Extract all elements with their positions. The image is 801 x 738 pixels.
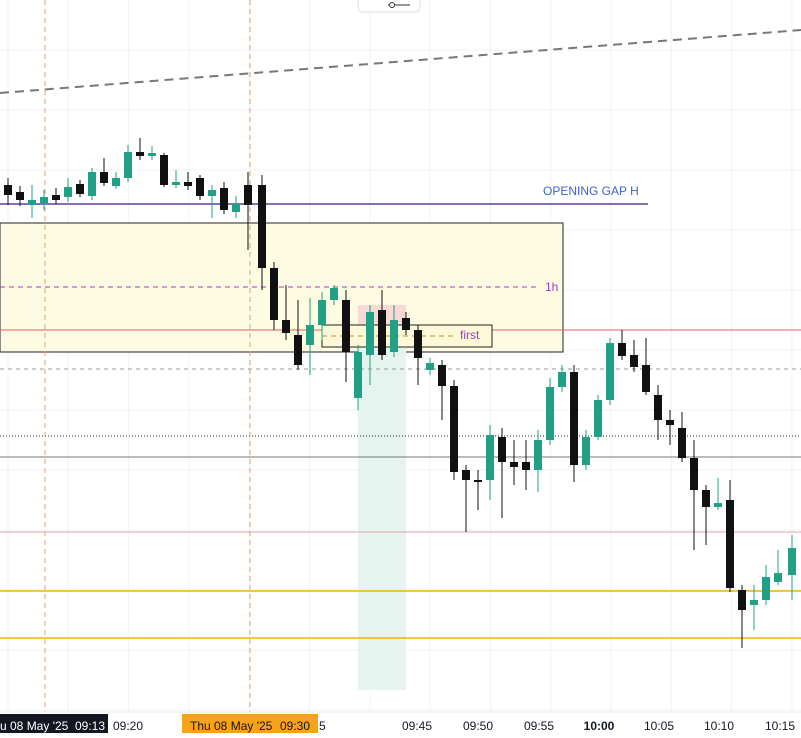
cursor-date: u 08 May '25	[0, 719, 69, 733]
candle-body	[630, 355, 638, 367]
candle-body	[306, 325, 314, 345]
candle-body	[124, 152, 132, 178]
candle-body	[510, 462, 518, 467]
candle-body	[678, 428, 686, 458]
opening-gap-label: OPENING GAP H	[543, 184, 639, 198]
candle-body	[726, 500, 734, 588]
candle-body	[522, 462, 530, 470]
axis-label: 10:05	[644, 719, 674, 733]
candle-body	[52, 195, 60, 200]
cursor-time: 09:13	[75, 719, 105, 733]
candle-body	[474, 480, 482, 482]
candle-body	[172, 182, 180, 185]
candle-body	[738, 590, 746, 610]
candle-body	[486, 435, 494, 480]
candle-body	[774, 573, 782, 582]
candle-body	[64, 187, 72, 197]
candle-body	[558, 372, 566, 387]
candle-body	[366, 312, 374, 355]
candle-body	[184, 182, 192, 186]
candle-body	[220, 188, 228, 210]
candle-body	[112, 178, 120, 186]
cursor-label	[0, 714, 108, 733]
cursor-time: 09:30	[280, 719, 310, 733]
target-zone	[358, 340, 406, 690]
candle-body	[654, 395, 662, 420]
candles	[4, 138, 796, 648]
candle-body	[426, 363, 434, 370]
candle-body	[232, 204, 240, 212]
timeframe-label: 1h	[545, 280, 558, 294]
candle-body	[28, 200, 36, 205]
candle-body	[642, 365, 650, 392]
cursor-date: Thu 08 May '25	[190, 719, 273, 733]
candle-body	[582, 437, 590, 465]
toolbar[interactable]	[357, 0, 421, 13]
candle-body	[438, 365, 446, 386]
axis-label: 10:15	[765, 719, 795, 733]
axis-label: 09:50	[463, 719, 493, 733]
candle-body	[402, 318, 410, 330]
candle-body	[714, 503, 722, 507]
candle-body	[666, 420, 674, 425]
candle-body	[294, 335, 302, 365]
candle-body	[618, 343, 626, 356]
axis-label: 5	[319, 719, 326, 733]
candle-body	[258, 185, 266, 268]
candle-body	[354, 352, 362, 398]
candle-body	[606, 343, 614, 400]
candle-body	[16, 192, 24, 200]
candle-body	[76, 184, 84, 194]
trend-line	[0, 29, 801, 94]
candle-body	[282, 320, 290, 333]
candle-body	[750, 600, 758, 605]
candle-body	[208, 190, 216, 196]
candle-body	[702, 490, 710, 507]
candle-body	[4, 185, 12, 195]
candle-body	[244, 185, 252, 205]
axis-label: 09:45	[402, 719, 432, 733]
candle-body	[450, 386, 458, 472]
candle-body	[136, 152, 144, 156]
candle-body	[100, 172, 108, 183]
axis-label: 09:55	[524, 719, 554, 733]
axis-label: 10:10	[704, 719, 734, 733]
candle-body	[390, 320, 398, 352]
candle-body	[330, 288, 338, 300]
candle-body	[462, 470, 470, 480]
cursor-label	[182, 714, 318, 733]
candle-body	[378, 310, 386, 355]
first-label: first	[460, 328, 480, 342]
candle-body	[196, 178, 204, 196]
candle-body	[148, 153, 156, 156]
candle-body	[88, 172, 96, 196]
candle-body	[498, 437, 506, 462]
axis-label: 09:20	[113, 719, 143, 733]
candle-body	[342, 300, 350, 352]
time-axis: 09:20 09:45 09:50 09:55 10:00 10:05 10:10 10:15	[113, 719, 795, 733]
candle-body	[690, 458, 698, 490]
toolbar-icon	[389, 2, 395, 8]
candle-body	[534, 440, 542, 470]
candle-body	[546, 387, 554, 440]
candle-body	[570, 372, 578, 465]
candle-body	[414, 330, 422, 358]
candle-body	[594, 400, 602, 437]
candle-body	[788, 548, 796, 575]
candle-body	[160, 155, 168, 185]
candle-body	[270, 268, 278, 320]
axis-label: 10:00	[584, 719, 615, 733]
candle-body	[762, 577, 770, 600]
candle-body	[40, 197, 48, 203]
candle-body	[318, 300, 326, 325]
